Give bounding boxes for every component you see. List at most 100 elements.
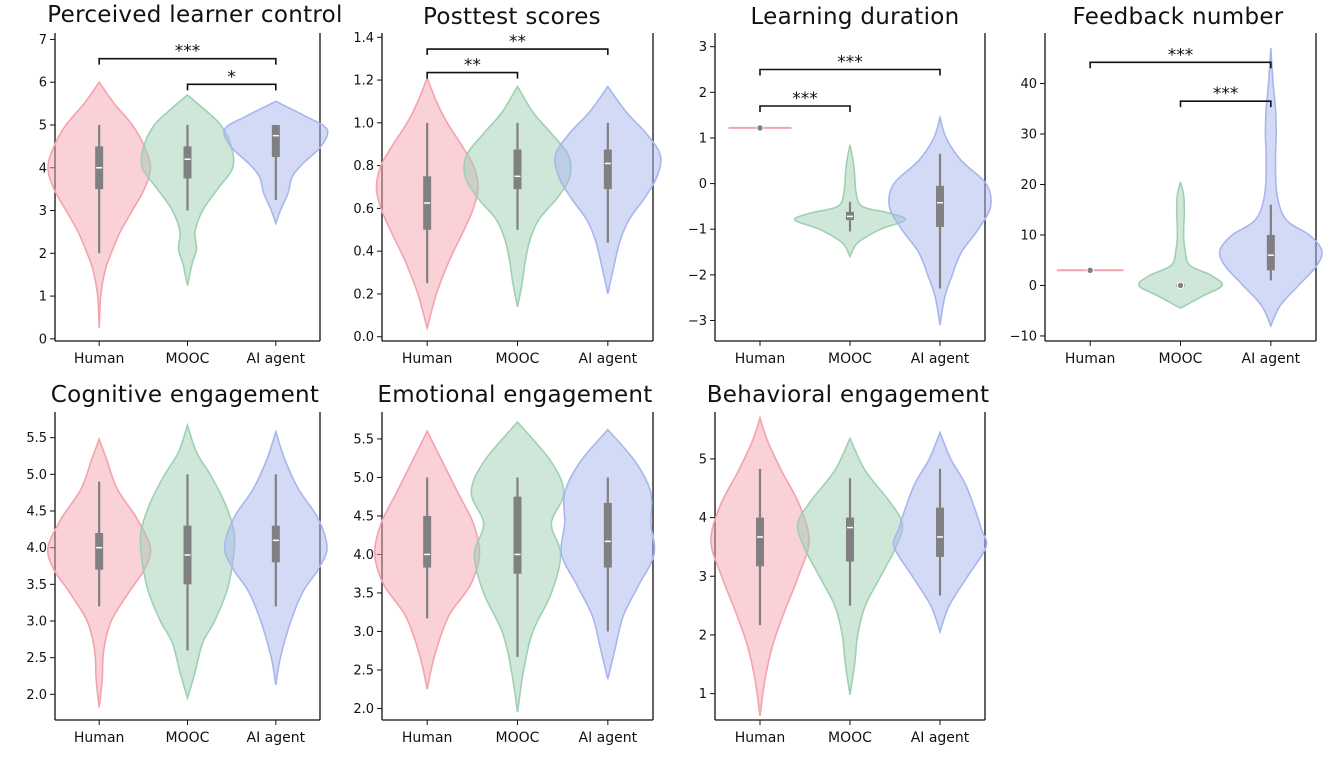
y-tick-label: 1 (699, 131, 707, 146)
y-tick-label: 4.5 (353, 509, 374, 524)
iqr-box (271, 124, 280, 158)
y-tick-label: 2.5 (26, 651, 47, 666)
x-tick-label: MOOC (166, 351, 210, 367)
violin-mooc (1137, 181, 1224, 310)
iqr-box (513, 496, 522, 574)
panel-cognitive-engagement: Cognitive engagement 2.0 2.5 3.0 3.5 4.0 4.5 5.… (26, 382, 328, 746)
y-tick-label: 1.4 (353, 31, 374, 46)
significance-bracket: *** (759, 89, 851, 113)
x-tick-label: AI agent (247, 730, 306, 746)
x-tick-label: AI agent (911, 730, 970, 746)
iqr-box (1266, 234, 1275, 271)
significance-bracket: ** (426, 32, 609, 56)
significance-label: ** (464, 56, 481, 76)
panel-feedback-number: Feedback number −10 0 10 20 30 40 Human MOOC AI a… (1010, 4, 1323, 367)
violin-ai-agent (560, 428, 656, 680)
y-tick-label: 5.0 (353, 471, 374, 486)
y-tick-label: 1 (699, 687, 707, 702)
violin-human (46, 436, 152, 708)
y-tick-label: 5.5 (26, 431, 47, 446)
significance-label: *** (175, 42, 201, 62)
significance-label: *** (837, 53, 863, 73)
y-tick-label: 2.0 (26, 688, 47, 703)
x-tick-label: MOOC (166, 730, 210, 746)
iqr-box (183, 146, 192, 179)
panel-title: Perceived learner control (47, 2, 342, 28)
y-tick-label: 5.5 (353, 432, 374, 447)
y-tick-label: 10 (1020, 228, 1037, 243)
bracket-line (759, 105, 851, 113)
iqr-box (95, 533, 104, 570)
significance-bracket: *** (98, 42, 277, 65)
x-tick-label: AI agent (579, 351, 638, 367)
median-dot (756, 124, 764, 132)
y-tick-label: 30 (1020, 127, 1037, 142)
y-tick-label: 0 (699, 177, 707, 192)
panel-title: Cognitive engagement (51, 382, 320, 408)
panel-title: Learning duration (750, 4, 959, 30)
significance-label: *** (792, 89, 818, 109)
y-tick-label: 3 (699, 570, 707, 585)
significance-bracket: ** (426, 56, 519, 79)
x-tick-label: MOOC (828, 730, 872, 746)
bracket-line (1089, 61, 1272, 69)
bracket-line (426, 48, 609, 56)
iqr-box (603, 502, 612, 568)
y-tick-label: 4.0 (26, 541, 47, 556)
violin-human (728, 124, 792, 132)
violin-mooc (140, 93, 235, 286)
y-tick-label: −3 (688, 314, 707, 329)
bracket-line (98, 57, 277, 65)
y-tick-label: 3.5 (353, 586, 374, 601)
significance-bracket: *** (759, 53, 941, 76)
violin-mooc (470, 420, 565, 713)
x-tick-label: AI agent (911, 351, 970, 367)
iqr-box (271, 525, 280, 563)
x-tick-label: MOOC (1159, 351, 1203, 367)
violin-ai-agent (892, 430, 988, 635)
y-tick-label: 1 (39, 290, 47, 305)
y-tick-label: 0.2 (353, 287, 374, 302)
y-tick-label: 5 (699, 452, 707, 467)
violin-body (1137, 181, 1224, 310)
y-tick-label: 40 (1020, 77, 1037, 92)
significance-label: *** (1213, 84, 1239, 104)
y-tick-label: 2.0 (353, 702, 374, 717)
violin-ai-agent (554, 85, 662, 295)
median-dot (1086, 266, 1094, 275)
y-tick-label: 2.5 (353, 663, 374, 678)
y-tick-label: 4.5 (26, 505, 47, 520)
y-tick-label: 3.5 (26, 578, 47, 593)
y-tick-label: 5.0 (26, 468, 47, 483)
y-tick-label: 2 (699, 86, 707, 101)
x-tick-label: Human (402, 730, 453, 746)
y-tick-label: 1.2 (353, 74, 374, 89)
median-dot (1176, 281, 1185, 290)
violin-ai-agent (223, 429, 328, 685)
x-tick-label: AI agent (1242, 351, 1301, 367)
panel-perceived-learner-control: Perceived learner control 0 1 2 3 4 5 6 7 Human MO… (39, 2, 343, 367)
x-tick-label: Human (735, 351, 786, 367)
panel-learning-duration: Learning duration −3 −2 −1 0 1 2 3 Human MOOC AI a… (688, 4, 992, 367)
panel-title: Posttest scores (423, 4, 601, 30)
y-tick-label: 3 (39, 204, 47, 219)
significance-label: *** (1168, 45, 1194, 65)
y-tick-label: 7 (39, 33, 47, 48)
bracket-line (426, 71, 519, 79)
iqr-box (846, 517, 854, 562)
iqr-box (513, 149, 522, 190)
iqr-box (756, 517, 764, 567)
x-tick-label: Human (1065, 351, 1116, 367)
y-tick-label: −2 (688, 268, 707, 283)
violin-ai-agent (223, 100, 329, 226)
y-tick-label: 5 (39, 118, 47, 133)
y-tick-label: 2 (39, 247, 47, 262)
significance-label: * (227, 67, 236, 87)
violin-body (1218, 48, 1323, 328)
y-tick-label: −10 (1010, 329, 1037, 344)
iqr-box (936, 185, 944, 227)
violin-mooc (139, 422, 236, 701)
iqr-box (423, 515, 432, 568)
panel-title: Emotional engagement (377, 382, 652, 408)
